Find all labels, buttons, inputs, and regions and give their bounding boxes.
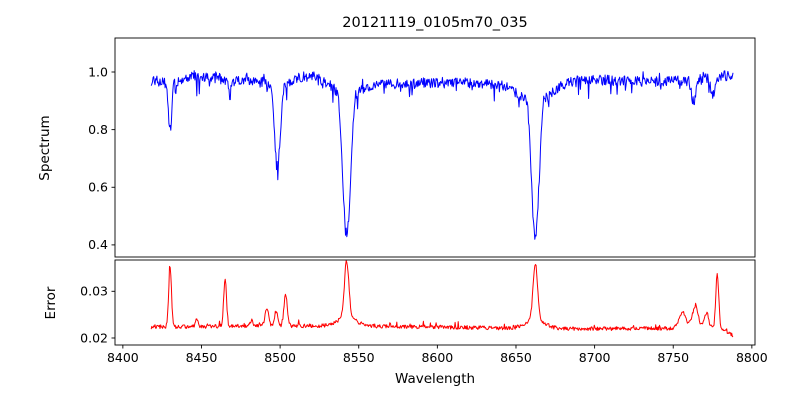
y-tick-label: 1.0 <box>88 64 108 79</box>
y-tick-label: 0.03 <box>80 284 108 299</box>
y-tick-label: 0.6 <box>88 180 108 195</box>
y-tick-label: 0.8 <box>88 122 108 137</box>
error-line <box>150 260 734 338</box>
x-tick-label: 8750 <box>657 350 689 365</box>
x-tick-label: 8550 <box>343 350 375 365</box>
x-tick-label: 8700 <box>579 350 611 365</box>
x-tick-label: 8450 <box>186 350 218 365</box>
x-axis-label: Wavelength <box>395 371 475 387</box>
spectrum-line <box>150 70 734 240</box>
x-tick-label: 8600 <box>421 350 453 365</box>
x-tick-label: 8500 <box>264 350 296 365</box>
error-y-axis-label: Error <box>43 286 59 319</box>
y-tick-label: 0.02 <box>80 330 108 345</box>
plot-lines <box>150 70 734 338</box>
x-tick-label: 8650 <box>500 350 532 365</box>
error-panel-frame <box>114 259 756 346</box>
axes: 0.4 0.6 0.8 1.0 0.02 0.03 8400 8450 8500 8550 8600… <box>80 37 768 365</box>
spectrum-y-axis-label: Spectrum <box>37 115 53 180</box>
spectrum-panel-frame <box>114 37 756 258</box>
chart-title: 20121119_0105m70_035 <box>342 15 527 31</box>
y-tick-label: 0.4 <box>88 237 108 252</box>
x-tick-label: 8800 <box>736 350 768 365</box>
x-tick-label: 8400 <box>107 350 139 365</box>
